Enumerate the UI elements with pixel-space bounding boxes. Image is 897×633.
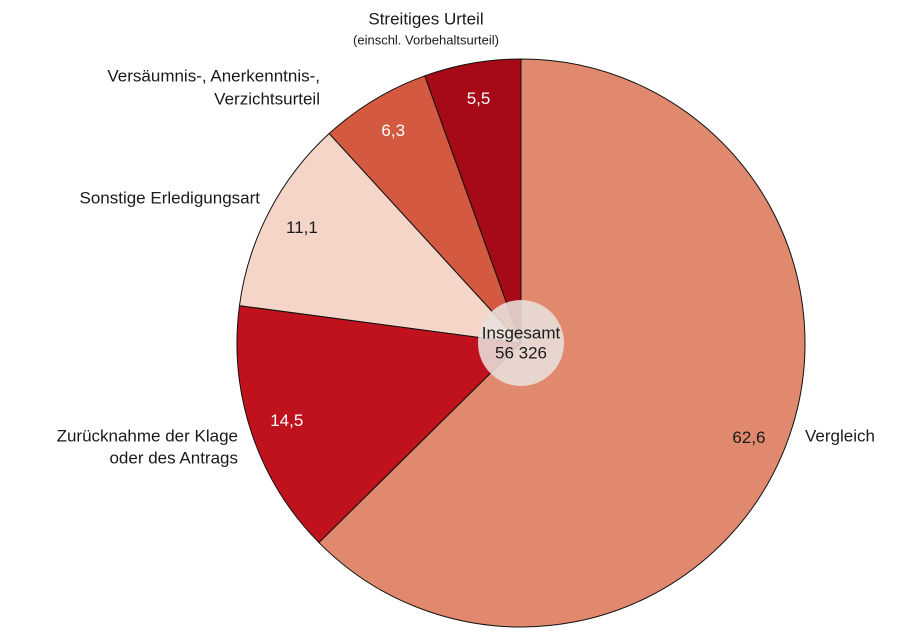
value-label: 62,6	[732, 428, 765, 447]
total-label: 56 326	[495, 343, 547, 362]
category-label: Verzichtsurteil	[214, 89, 320, 108]
category-label: Streitiges Urteil	[368, 9, 483, 28]
category-label: (einschl. Vorbehaltsurteil)	[353, 32, 499, 47]
category-label: Zurücknahme der Klage	[57, 426, 238, 445]
category-label: Versäumnis-, Anerkenntnis-,	[107, 66, 320, 85]
value-label: 14,5	[270, 411, 303, 430]
value-label: 11,1	[286, 218, 318, 237]
pie-slice	[328, 75, 522, 344]
pie-slice	[424, 58, 522, 344]
pie-slice	[238, 132, 523, 344]
center-circle	[478, 300, 564, 386]
category-label: oder des Antrags	[109, 448, 238, 467]
value-label: 6,3	[381, 121, 405, 140]
category-label: Sonstige Erledigungsart	[79, 188, 260, 207]
center-label: Insgesamt	[482, 323, 561, 342]
pie-slice	[236, 305, 523, 544]
value-label: 5,5	[467, 89, 491, 108]
category-label: Vergleich	[805, 426, 875, 445]
